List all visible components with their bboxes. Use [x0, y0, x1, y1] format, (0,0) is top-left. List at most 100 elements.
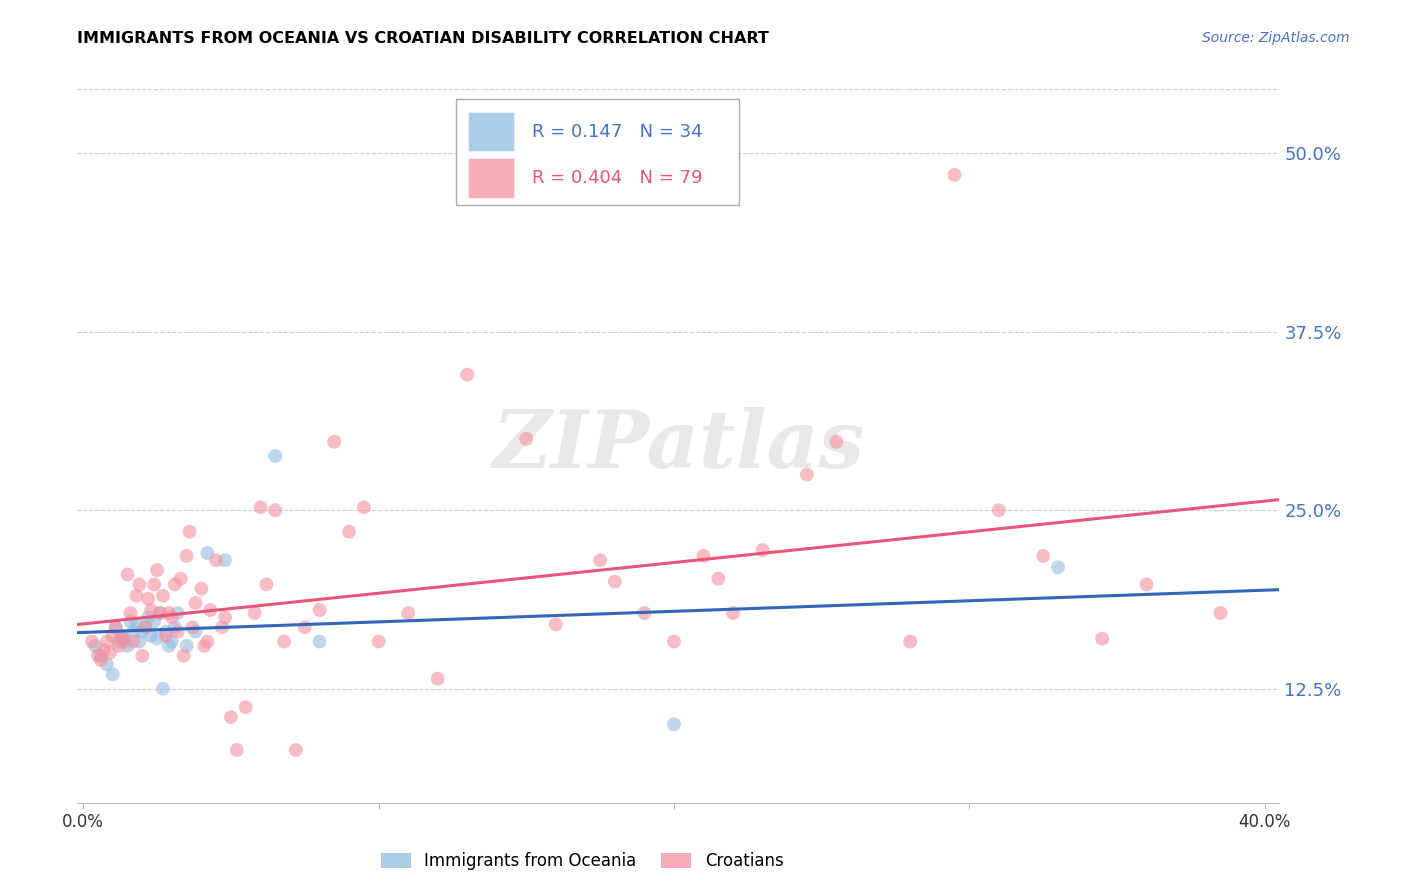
Croatians — [181, 620, 204, 634]
Immigrants from Oceania — [176, 639, 198, 653]
Immigrants from Oceania — [143, 615, 166, 629]
Croatians — [176, 549, 198, 563]
Croatians — [125, 589, 148, 603]
Croatians — [96, 634, 118, 648]
Text: Source: ZipAtlas.com: Source: ZipAtlas.com — [1202, 31, 1350, 45]
Croatians — [200, 603, 222, 617]
Croatians — [751, 543, 773, 558]
Croatians — [323, 434, 346, 449]
Croatians — [114, 634, 136, 648]
Immigrants from Oceania — [122, 624, 145, 639]
Croatians — [1209, 606, 1232, 620]
Croatians — [825, 434, 848, 449]
Croatians — [707, 572, 730, 586]
Croatians — [396, 606, 419, 620]
Croatians — [284, 743, 307, 757]
Croatians — [152, 589, 174, 603]
Immigrants from Oceania — [120, 615, 142, 629]
Immigrants from Oceania — [146, 632, 169, 646]
Croatians — [219, 710, 242, 724]
Croatians — [205, 553, 228, 567]
Croatians — [294, 620, 316, 634]
Croatians — [141, 603, 163, 617]
Croatians — [166, 624, 188, 639]
Croatians — [426, 672, 449, 686]
Immigrants from Oceania — [166, 606, 188, 620]
Immigrants from Oceania — [157, 639, 180, 653]
Croatians — [273, 634, 295, 648]
Croatians — [515, 432, 537, 446]
Croatians — [120, 606, 142, 620]
Croatians — [353, 500, 375, 515]
Immigrants from Oceania — [214, 553, 236, 567]
Croatians — [225, 743, 247, 757]
Croatians — [101, 629, 124, 643]
Immigrants from Oceania — [104, 620, 127, 634]
Croatians — [544, 617, 567, 632]
Croatians — [87, 648, 110, 663]
Immigrants from Oceania — [163, 620, 186, 634]
Croatians — [264, 503, 287, 517]
Croatians — [633, 606, 655, 620]
Croatians — [1032, 549, 1054, 563]
Croatians — [160, 610, 183, 624]
Croatians — [235, 700, 257, 714]
Legend: Immigrants from Oceania, Croatians: Immigrants from Oceania, Croatians — [374, 846, 790, 877]
Croatians — [195, 634, 218, 648]
Croatians — [254, 577, 277, 591]
Immigrants from Oceania — [125, 617, 148, 632]
Immigrants from Oceania — [101, 667, 124, 681]
Croatians — [456, 368, 478, 382]
Croatians — [146, 563, 169, 577]
Immigrants from Oceania — [136, 610, 159, 624]
Croatians — [243, 606, 266, 620]
Text: ZIPatlas: ZIPatlas — [492, 408, 865, 484]
Croatians — [184, 596, 207, 610]
Croatians — [367, 634, 389, 648]
Croatians — [107, 639, 129, 653]
Croatians — [128, 577, 150, 591]
Croatians — [943, 168, 966, 182]
Croatians — [1135, 577, 1157, 591]
Croatians — [98, 646, 121, 660]
Immigrants from Oceania — [131, 624, 153, 639]
Croatians — [136, 591, 159, 606]
Immigrants from Oceania — [152, 681, 174, 696]
Immigrants from Oceania — [184, 624, 207, 639]
Croatians — [692, 549, 714, 563]
Immigrants from Oceania — [195, 546, 218, 560]
Immigrants from Oceania — [134, 620, 156, 634]
Croatians — [214, 610, 236, 624]
Text: R = 0.404   N = 79: R = 0.404 N = 79 — [531, 169, 702, 187]
Immigrants from Oceania — [155, 624, 177, 639]
Immigrants from Oceania — [111, 629, 134, 643]
Croatians — [1091, 632, 1114, 646]
Croatians — [111, 632, 134, 646]
Croatians — [104, 620, 127, 634]
Croatians — [134, 620, 156, 634]
Text: IMMIGRANTS FROM OCEANIA VS CROATIAN DISABILITY CORRELATION CHART: IMMIGRANTS FROM OCEANIA VS CROATIAN DISA… — [77, 31, 769, 46]
Croatians — [190, 582, 212, 596]
Immigrants from Oceania — [90, 648, 112, 663]
Immigrants from Oceania — [107, 634, 129, 648]
Immigrants from Oceania — [662, 717, 685, 731]
Immigrants from Oceania — [264, 449, 287, 463]
Croatians — [82, 634, 104, 648]
Immigrants from Oceania — [128, 634, 150, 648]
Croatians — [179, 524, 201, 539]
Croatians — [117, 567, 139, 582]
Immigrants from Oceania — [149, 606, 172, 620]
Croatians — [90, 653, 112, 667]
Croatians — [308, 603, 330, 617]
Immigrants from Oceania — [117, 639, 139, 653]
Bar — [468, 159, 513, 198]
Croatians — [170, 572, 193, 586]
Immigrants from Oceania — [1046, 560, 1069, 574]
Croatians — [157, 606, 180, 620]
Croatians — [131, 648, 153, 663]
Croatians — [337, 524, 360, 539]
FancyBboxPatch shape — [456, 99, 738, 205]
Bar — [468, 112, 513, 152]
Croatians — [93, 643, 115, 657]
Immigrants from Oceania — [114, 632, 136, 646]
